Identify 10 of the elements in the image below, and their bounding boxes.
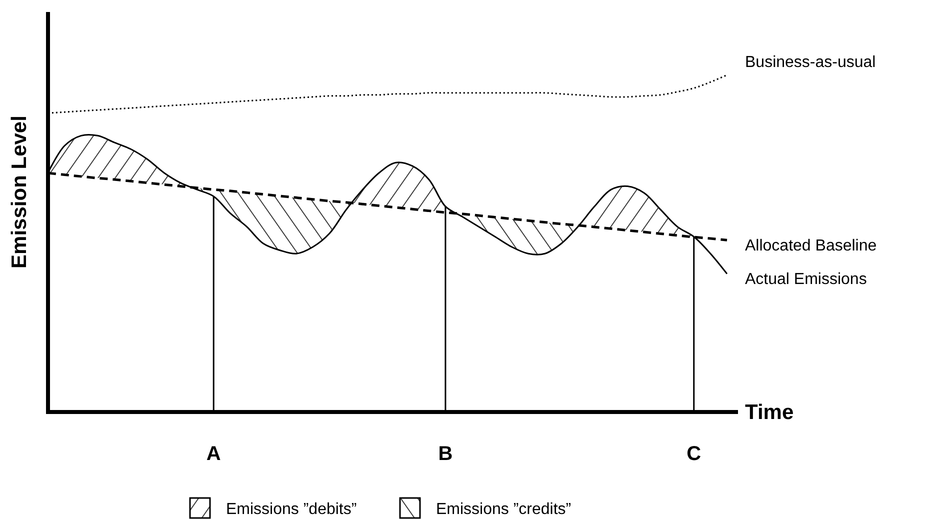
x-tick-label: A bbox=[206, 443, 221, 465]
text: Emissions ”debits” bbox=[226, 501, 357, 518]
x-axis-title: Time bbox=[745, 401, 794, 424]
text: Emissions ”credits” bbox=[436, 501, 572, 518]
y-axis-title: Emission Level bbox=[8, 116, 31, 268]
series-label: Actual Emissions bbox=[745, 271, 867, 288]
x-tick-label: C bbox=[686, 443, 702, 465]
series-label: Business-as-usual bbox=[745, 54, 876, 72]
x-tick-label: B bbox=[438, 443, 453, 465]
series-label: Allocated Baseline bbox=[745, 237, 877, 254]
